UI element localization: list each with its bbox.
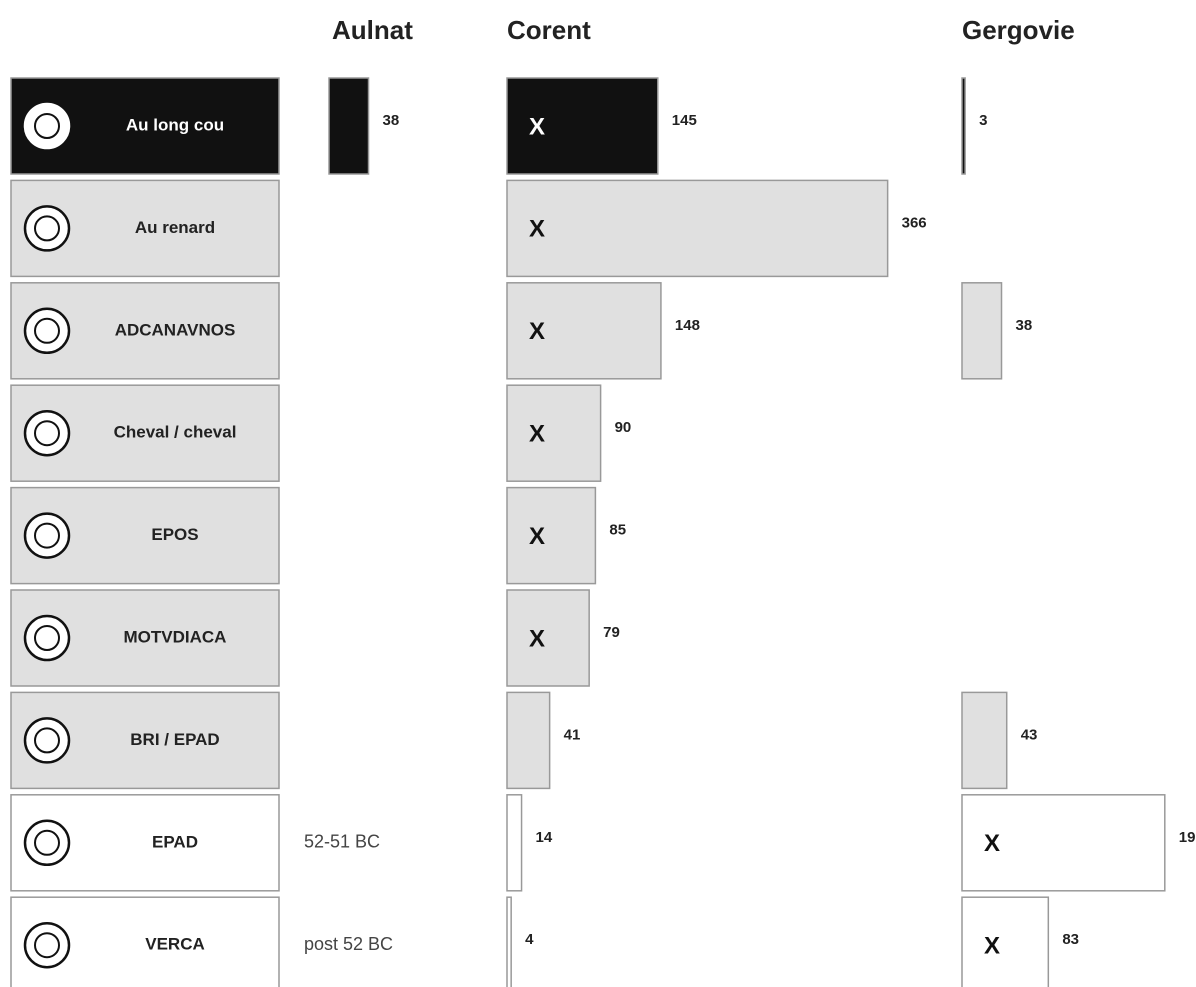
row-label: BRI / EPAD [130, 730, 219, 749]
row-label: Au renard [135, 218, 215, 237]
coin-icon-detail [34, 317, 60, 344]
value-label: 85 [609, 522, 626, 539]
coin-icon [23, 614, 71, 662]
row-label: Cheval / cheval [114, 423, 237, 442]
date-note: post 52 BC [304, 934, 393, 954]
coin-icon [23, 102, 71, 150]
x-mark: X [984, 933, 1000, 960]
value-label: 38 [1016, 317, 1033, 334]
x-mark: X [529, 625, 545, 652]
bar [506, 77, 659, 175]
column-header: Aulnat [332, 15, 413, 45]
value-label: 43 [1021, 726, 1038, 743]
column-header: Corent [507, 15, 591, 45]
bar [961, 691, 1008, 790]
coin-icon-detail [34, 625, 60, 651]
value-label: 79 [603, 624, 620, 641]
value-label: 41 [564, 726, 581, 743]
column-header: Gergovie [962, 15, 1075, 45]
bar [961, 77, 966, 175]
date-note: 52-51 BC [304, 832, 380, 852]
bar [506, 691, 551, 790]
row-label-box [10, 179, 280, 278]
coin-icon [23, 717, 71, 764]
value-label: 38 [383, 112, 400, 129]
bar [506, 384, 602, 482]
x-mark: X [529, 113, 545, 140]
coin-icon-detail [34, 522, 60, 549]
x-mark: X [529, 421, 545, 448]
row-label: VERCA [145, 935, 205, 954]
value-label: 145 [672, 112, 697, 129]
x-mark: X [984, 830, 1000, 857]
coin-icon-detail [34, 932, 60, 959]
x-mark: X [529, 216, 545, 243]
coin-icon-detail [34, 727, 60, 754]
coin-icon [23, 307, 71, 355]
value-label: 4 [525, 931, 534, 948]
row-label: EPOS [151, 525, 198, 544]
value-label: 83 [1062, 931, 1079, 948]
value-label: 90 [615, 419, 632, 436]
coin-icon-detail [34, 420, 60, 447]
bar [506, 486, 597, 585]
value-label: 366 [902, 214, 927, 231]
bar [506, 794, 523, 892]
row-label: Au long cou [126, 115, 224, 134]
value-label: 3 [979, 112, 987, 129]
coin-icon [23, 205, 71, 252]
coin-icon [23, 921, 71, 969]
row-label: EPAD [152, 832, 198, 851]
coin-icon [23, 819, 71, 867]
bar [506, 896, 512, 987]
bar [506, 589, 590, 687]
bar [328, 77, 370, 175]
bar [506, 282, 662, 380]
x-mark: X [529, 318, 545, 345]
value-label: 195 [1179, 829, 1196, 846]
row-label: MOTVDIACA [124, 627, 227, 646]
coin-icon [23, 512, 71, 559]
bar [961, 896, 1050, 987]
bar [506, 179, 889, 278]
bar [961, 794, 1166, 892]
coin-icon-detail [34, 215, 60, 242]
row-label: ADCANAVNOS [115, 320, 236, 339]
coin-icon [23, 409, 71, 457]
bar [961, 282, 1003, 380]
x-mark: X [529, 523, 545, 550]
value-label: 148 [675, 317, 700, 334]
coin-icon-detail [34, 829, 60, 856]
value-label: 14 [536, 829, 553, 846]
coin-icon-detail [34, 113, 60, 139]
